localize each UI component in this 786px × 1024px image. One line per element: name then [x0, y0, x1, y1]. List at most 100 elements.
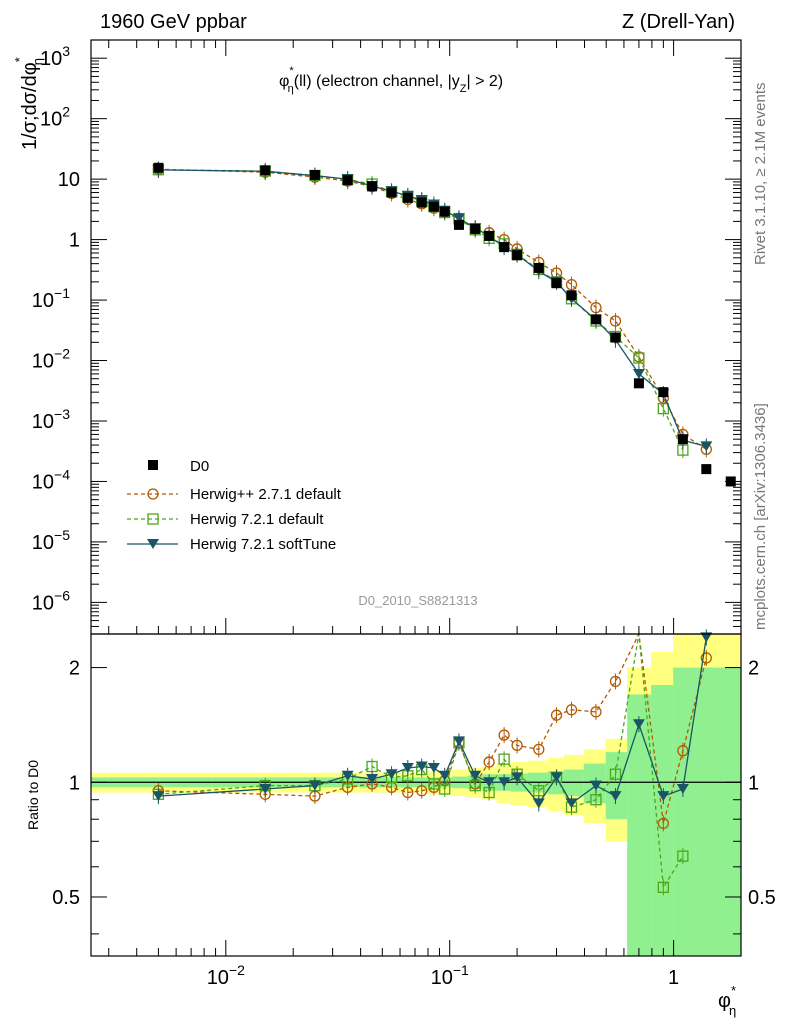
ratio-herwigpp-point — [533, 743, 545, 756]
top-d0-point — [499, 242, 510, 253]
x-tick-label: 10−1 — [431, 962, 469, 989]
band-inner — [673, 667, 695, 956]
ratio-herwig721-point — [609, 768, 622, 780]
ratio-herwig721-point — [657, 881, 670, 893]
x-tick-label: 1 — [668, 967, 679, 989]
legend-label-d0: D0 — [190, 458, 209, 475]
ratio-herwigpp-point — [416, 785, 428, 797]
y-tick-label-ratio: 0.5 — [52, 887, 80, 909]
y-tick-label-ratio-right: 0.5 — [748, 887, 776, 909]
legend-entry-d0: D0 — [148, 458, 209, 475]
legend: D0 Herwig++ 2.7.1 default Herwig 7.2.1 d… — [127, 458, 342, 553]
top-d0-point — [428, 201, 439, 212]
top-herwig721-point — [633, 352, 645, 364]
ratio-panel — [91, 629, 741, 956]
top-softtune-point — [632, 368, 645, 379]
ratio-softtune-point — [452, 736, 465, 747]
top-herwigpp-point — [565, 278, 578, 291]
legend-label-herwigpp: Herwig++ 2.7.1 default — [190, 486, 342, 503]
band-inner — [694, 667, 719, 956]
top-d0-point — [453, 219, 464, 230]
header-left: 1960 GeV ppbar — [100, 11, 247, 33]
ratio-softtune-point — [511, 772, 524, 783]
top-d0-point — [610, 332, 621, 343]
ratio-softtune-point — [341, 770, 354, 781]
top-d0-point — [590, 314, 601, 325]
y-tick-label-top: 10−2 — [32, 346, 70, 373]
ratio-herwigpp-point — [609, 675, 622, 688]
top-d0-point — [402, 192, 413, 203]
ratio-softtune-point — [609, 791, 622, 802]
legend-label-herwig721: Herwig 7.2.1 default — [190, 511, 324, 528]
ratio-softtune-point — [483, 777, 496, 788]
y-tick-label-ratio: 2 — [69, 658, 80, 680]
ratio-herwigpp-point — [483, 756, 495, 768]
header-right: Z (Drell-Yan) — [622, 11, 735, 33]
y-tick-label-ratio: 1 — [69, 772, 80, 794]
ratio-softtune-point — [366, 774, 379, 785]
ratio-herwigpp-point — [565, 704, 578, 716]
band-inner — [627, 694, 652, 956]
y-tick-label-top: 10−4 — [32, 466, 70, 493]
mcplots-label: mcplots.cern.ch [arXiv:1306.3436] — [752, 403, 769, 630]
top-d0-point — [153, 162, 164, 173]
top-panel — [152, 161, 736, 487]
ratio-softtune-point — [700, 632, 713, 643]
top-d0-point — [701, 464, 712, 475]
ratio-softtune-point — [152, 791, 165, 802]
top-d0-point — [484, 230, 495, 241]
ratio-herwigpp-point — [590, 706, 602, 718]
ratio-herwig721-point — [498, 753, 510, 765]
ratio-softtune-point — [427, 763, 440, 774]
ratio-softtune-point — [550, 772, 563, 783]
legend-entry-herwigpp: Herwig++ 2.7.1 default — [127, 486, 342, 503]
top-d0-point — [260, 165, 271, 176]
x-tick-label: 10−2 — [207, 962, 245, 989]
top-d0-point — [551, 278, 562, 289]
ratio-softtune-point — [676, 784, 689, 795]
y-tick-label-ratio-right: 2 — [748, 658, 759, 680]
band-inner — [605, 752, 628, 820]
analysis-watermark: D0_2010_S8821313 — [358, 593, 477, 608]
rivet-label: Rivet 3.1.10, ≥ 2.1M events — [752, 83, 769, 266]
band-inner — [718, 667, 741, 956]
ratio-softtune-point — [532, 798, 545, 809]
ratio-herwigpp-point — [550, 709, 563, 721]
ratio-herwigpp-point — [700, 652, 712, 664]
y-tick-label-top: 10 — [58, 169, 80, 191]
y-tick-label-top: 1 — [69, 230, 80, 252]
ratio-herwigpp-point — [677, 745, 689, 757]
top-d0-point — [309, 170, 320, 181]
ratio-ylabel: Ratio to D0 — [25, 760, 41, 830]
ratio-softtune-point — [308, 780, 321, 791]
ratio-herwigpp-line — [158, 631, 707, 824]
top-herwig721-line — [158, 169, 684, 451]
top-d0-point — [533, 262, 544, 273]
top-d0-point — [439, 206, 450, 217]
legend-entry-herwig721: Herwig 7.2.1 default — [127, 511, 324, 528]
xlabel: φ* η — [718, 983, 736, 1018]
top-d0-point — [566, 290, 577, 301]
y-tick-label-top: 103 — [40, 43, 70, 70]
top-d0-point — [470, 223, 481, 234]
ratio-herwig721-point — [677, 850, 689, 862]
ratio-softtune-line — [158, 637, 707, 805]
ratio-softtune-point — [415, 761, 428, 772]
ratio-softtune-point — [589, 780, 602, 791]
legend-label-softtune: Herwig 7.2.1 softTune — [190, 536, 336, 553]
y-tick-label-top: 10−1 — [32, 285, 70, 312]
ratio-herwigpp-point — [657, 817, 670, 830]
top-d0-point — [416, 197, 427, 208]
top-d0-point — [658, 387, 669, 398]
y-tick-label-ratio-right: 1 — [748, 772, 759, 794]
y-tick-label-top: 10−6 — [32, 587, 70, 614]
legend-marker-d0 — [148, 460, 158, 470]
y-tick-label-top: 10−3 — [32, 406, 70, 433]
ratio-herwig721-point — [439, 783, 451, 795]
ratio-herwigpp-point — [511, 739, 523, 752]
legend-marker-herwigpp — [147, 488, 159, 500]
top-d0-point — [342, 175, 353, 186]
ratio-herwig721-point — [428, 778, 440, 790]
top-herwig721-point — [657, 402, 670, 415]
ratio-softtune-point — [385, 769, 398, 780]
